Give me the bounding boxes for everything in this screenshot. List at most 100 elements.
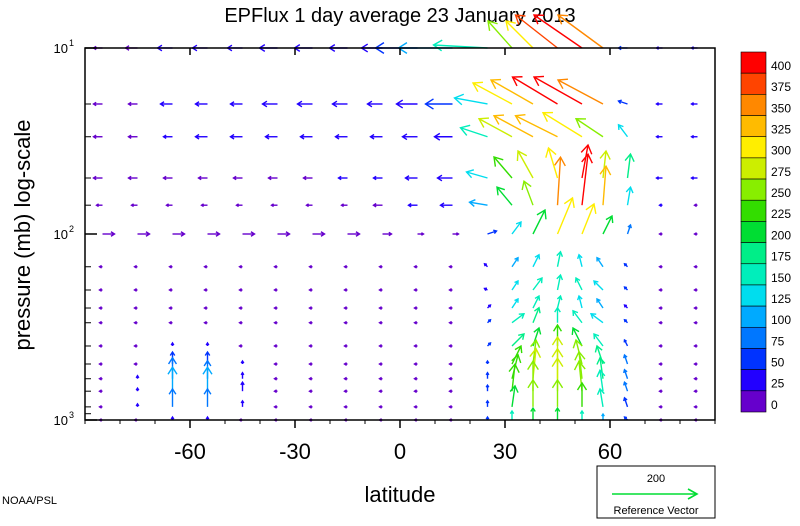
vector-arrow	[413, 288, 418, 292]
vector-arrow	[556, 250, 564, 267]
vector-arrow	[459, 124, 488, 138]
vector-arrow	[347, 231, 361, 237]
vector-arrow	[203, 264, 208, 269]
vector-arrow	[509, 409, 515, 420]
vector-arrow	[530, 338, 541, 365]
x-axis-label: latitude	[365, 482, 436, 507]
vector-arrow	[574, 276, 583, 291]
vector-arrow	[240, 399, 245, 407]
vector-arrow	[378, 306, 383, 310]
vector-arrow	[162, 134, 173, 140]
vector-arrow	[98, 288, 103, 292]
colorbar-label: 150	[771, 271, 791, 285]
vector-arrow	[413, 264, 418, 269]
vector-arrow	[599, 149, 611, 179]
colorbar-cell	[740, 284, 767, 307]
vector-arrow	[135, 386, 140, 392]
vector-arrow	[574, 118, 604, 138]
vector-arrow	[343, 306, 348, 310]
vector-arrow	[448, 362, 453, 366]
vector-arrow	[576, 253, 583, 267]
vector-arrow	[167, 365, 178, 392]
vector-arrow	[270, 203, 278, 208]
vector-arrow	[98, 264, 103, 269]
colorbar-label: 125	[771, 292, 791, 306]
vector-arrow	[453, 93, 488, 106]
reference-vector-arrow	[612, 488, 699, 500]
vector-arrow	[130, 203, 138, 208]
vector-arrow	[541, 111, 583, 138]
vector-arrow	[133, 288, 138, 292]
vector-arrow	[448, 404, 453, 409]
vector-arrow	[238, 344, 243, 348]
vector-arrow	[308, 344, 313, 348]
vector-arrow	[308, 288, 313, 292]
vector-arrow	[658, 362, 663, 366]
vector-arrow	[343, 344, 348, 348]
vector-arrow	[102, 231, 116, 237]
vector-arrow	[203, 306, 208, 310]
vector-arrow	[658, 306, 663, 310]
y-tick-label: 10	[54, 413, 68, 428]
vector-arrow	[532, 14, 583, 49]
vector-arrow	[95, 203, 103, 208]
vector-arrow	[556, 78, 604, 105]
vector-arrow	[168, 288, 173, 292]
vector-arrow	[556, 14, 604, 49]
vector-arrow	[273, 389, 278, 394]
vector-arrow	[273, 320, 278, 325]
vector-arrow	[574, 350, 586, 379]
vector-arrow	[532, 294, 541, 309]
vector-arrow	[203, 320, 208, 325]
vector-arrow	[658, 344, 663, 348]
vector-arrow	[589, 312, 604, 324]
vector-arrow	[477, 117, 513, 138]
vector-arrow	[273, 376, 278, 381]
vector-arrow	[509, 384, 519, 407]
credit-label: NOAA/PSL	[2, 495, 57, 507]
vector-arrow	[343, 404, 348, 409]
vector-arrow	[343, 288, 348, 292]
vector-arrow	[658, 288, 663, 292]
colorbar-label: 200	[771, 228, 791, 242]
vector-arrow	[170, 341, 175, 346]
vector-arrow	[308, 389, 313, 394]
vector-arrow	[98, 404, 103, 409]
vector-arrow	[229, 133, 243, 140]
vector-arrow	[273, 344, 278, 348]
vector-arrow	[693, 320, 698, 325]
vector-arrow	[382, 231, 393, 237]
vector-arrow	[404, 175, 418, 181]
vector-arrow	[617, 123, 629, 138]
vector-arrow	[483, 262, 488, 268]
vector-arrow	[596, 256, 604, 268]
vector-arrow	[343, 376, 348, 381]
vector-arrow	[596, 356, 606, 379]
vector-arrow	[593, 332, 604, 347]
vector-arrow	[658, 389, 663, 394]
vector-arrow	[448, 288, 453, 292]
vector-arrow	[207, 231, 221, 237]
vector-arrow	[340, 203, 348, 208]
x-axis-ticks: -60 -30 0 30 60	[84, 48, 716, 464]
y-tick-exponent: 1	[69, 38, 74, 48]
colorbar-cell	[740, 51, 767, 74]
vector-arrow	[532, 306, 541, 324]
vector-arrow	[581, 152, 593, 206]
vector-arrow	[92, 101, 103, 107]
vector-arrow	[331, 100, 348, 108]
vector-arrow	[693, 306, 698, 310]
vector-arrow	[465, 169, 488, 179]
vector-arrow	[261, 100, 278, 108]
vector-arrow	[496, 186, 513, 206]
vector-arrow	[471, 81, 513, 105]
vector-arrow	[413, 404, 418, 409]
vector-arrow	[521, 179, 534, 206]
vector-arrow	[98, 362, 103, 366]
vector-arrow	[202, 365, 213, 392]
colorbar-cell	[740, 390, 767, 413]
vector-arrow	[487, 304, 492, 309]
x-tick-label: 30	[493, 439, 517, 464]
vector-arrow	[162, 175, 173, 181]
vector-arrow	[98, 344, 103, 348]
